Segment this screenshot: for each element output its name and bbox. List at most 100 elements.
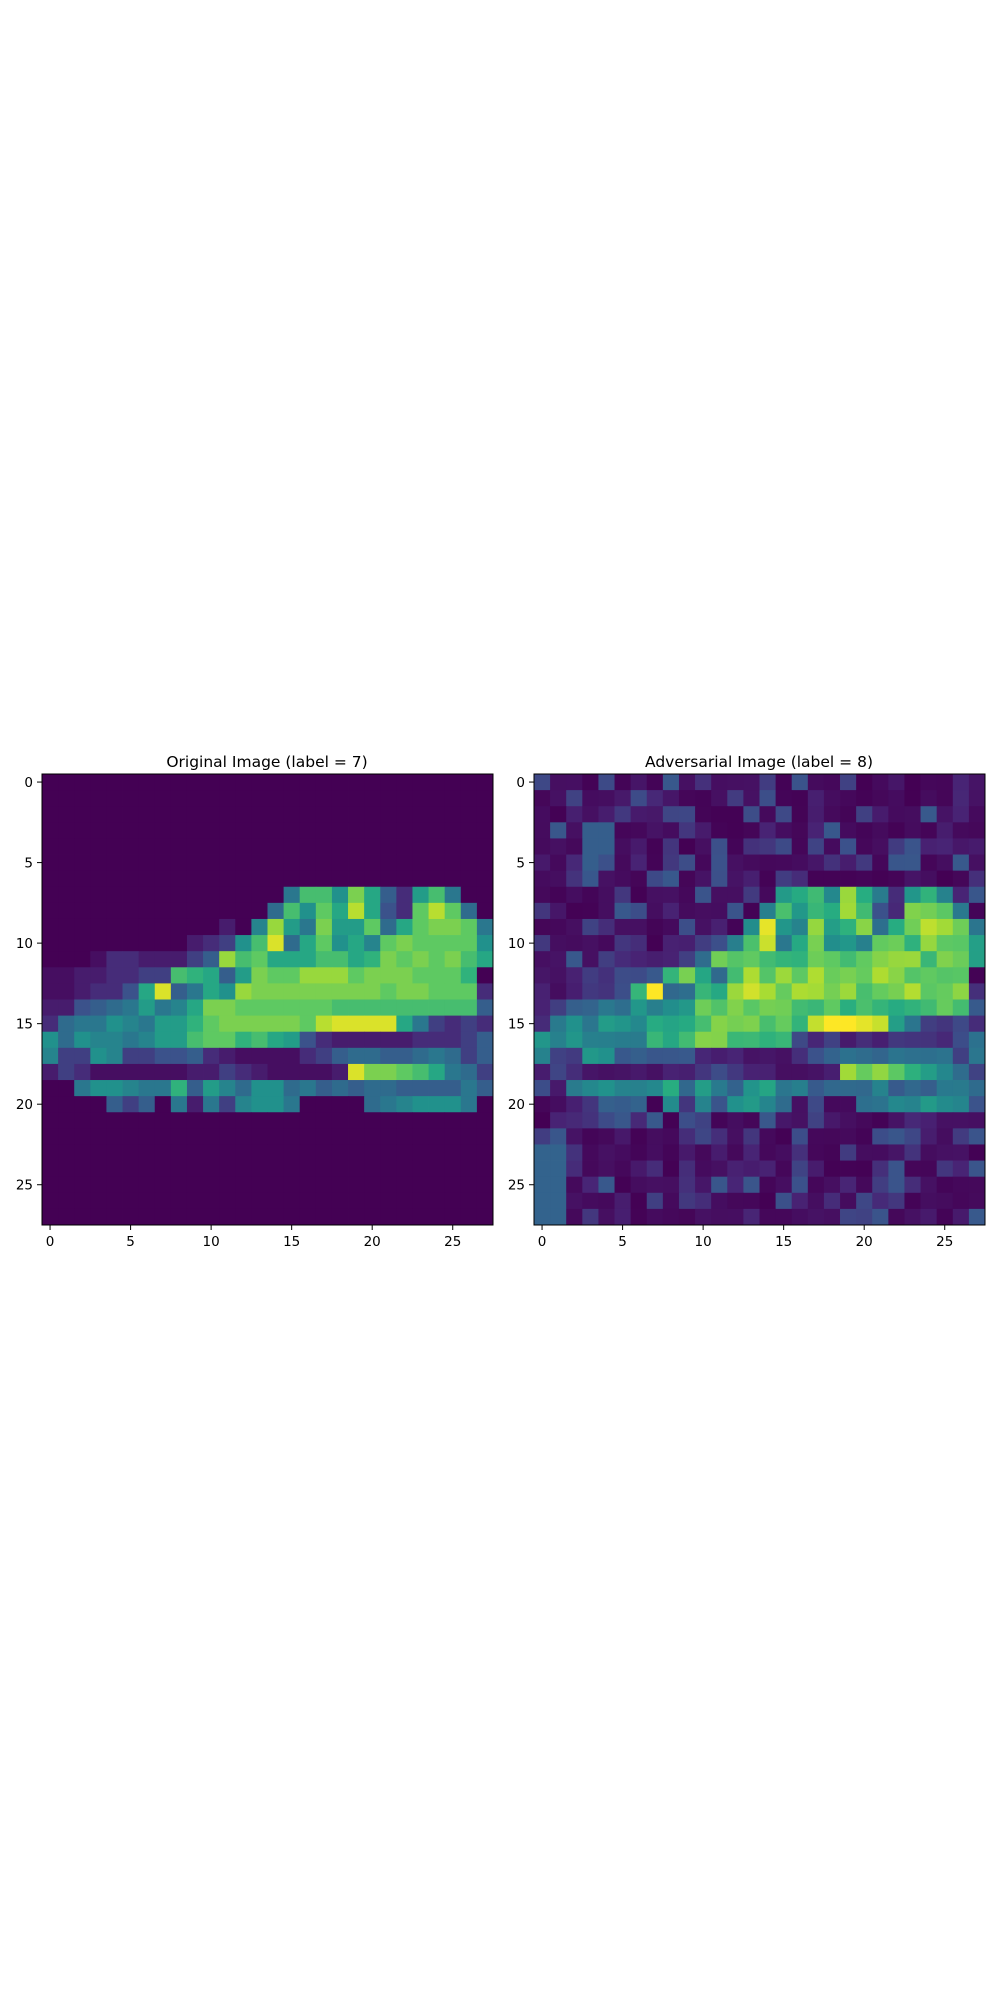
heatmap-cell-adversarial (614, 1144, 632, 1161)
heatmap-cell-original (396, 870, 413, 888)
heatmap-cell-adversarial (952, 1112, 970, 1129)
heatmap-cell-adversarial (598, 822, 615, 839)
heatmap-cell-original (203, 1128, 220, 1145)
heatmap-cell-adversarial (936, 854, 954, 872)
heatmap-cell-adversarial (743, 790, 760, 807)
heatmap-cell-original (58, 1112, 75, 1129)
heatmap-cell-original (138, 918, 156, 936)
heatmap-cell-original (203, 1047, 220, 1065)
heatmap-cell-adversarial (534, 951, 551, 968)
heatmap-cell-original (74, 1160, 91, 1178)
heatmap-cell-original (58, 774, 75, 791)
heatmap-cell-original (460, 1128, 478, 1145)
heatmap-cell-adversarial (936, 1112, 954, 1129)
heatmap-cell-original (203, 1031, 220, 1049)
heatmap-cell-original (348, 1160, 365, 1178)
heatmap-cell-adversarial (759, 854, 777, 872)
heatmap-cell-original (444, 1176, 462, 1194)
heatmap-cell-original (476, 1160, 494, 1178)
heatmap-cell-original (154, 935, 172, 952)
heatmap-cell-original (476, 1144, 494, 1161)
heatmap-cell-adversarial (823, 967, 841, 984)
heatmap-cell-adversarial (823, 983, 841, 1000)
heatmap-cell-original (219, 951, 236, 968)
heatmap-cell-adversarial (759, 838, 777, 855)
heatmap-cell-adversarial (695, 886, 712, 904)
heatmap-cell-adversarial (678, 790, 696, 807)
heatmap-cell-original (348, 886, 365, 904)
heatmap-cell-adversarial (614, 806, 632, 823)
heatmap-cell-original (412, 1096, 429, 1113)
heatmap-cell-original (235, 1176, 252, 1194)
heatmap-cell-original (106, 870, 123, 888)
heatmap-cell-adversarial (840, 1063, 857, 1081)
heatmap-cell-original (90, 1208, 107, 1226)
heatmap-cell-original (396, 1080, 413, 1097)
heatmap-cell-adversarial (888, 999, 905, 1017)
heatmap-cell-adversarial (598, 1192, 615, 1210)
heatmap-cell-adversarial (695, 838, 712, 855)
heatmap-cell-original (348, 902, 365, 920)
heatmap-cell-adversarial (807, 838, 825, 855)
heatmap-cell-original (364, 1112, 381, 1129)
heatmap-cell-original (186, 870, 204, 888)
heatmap-cell-original (42, 967, 59, 984)
heatmap-cell-adversarial (936, 774, 954, 791)
heatmap-cell-adversarial (904, 1047, 921, 1065)
heatmap-cell-original (428, 1176, 446, 1194)
heatmap-cell-original (203, 1063, 220, 1081)
heatmap-cell-adversarial (678, 1112, 696, 1129)
heatmap-cell-original (235, 951, 252, 968)
heatmap-cell-adversarial (952, 774, 970, 791)
heatmap-cell-original (315, 886, 333, 904)
heatmap-cell-adversarial (743, 806, 760, 823)
heatmap-cell-original (203, 967, 220, 984)
heatmap-cell-adversarial (920, 886, 938, 904)
heatmap-cell-adversarial (727, 902, 744, 920)
heatmap-cell-adversarial (823, 838, 841, 855)
heatmap-cell-adversarial (968, 1160, 986, 1178)
heatmap-cell-adversarial (823, 1112, 841, 1129)
heatmap-cell-original (58, 1063, 75, 1081)
heatmap-cell-original (299, 1128, 317, 1145)
heatmap-cell-original (476, 838, 494, 855)
heatmap-cell-adversarial (791, 951, 809, 968)
heatmap-cell-adversarial (968, 1128, 986, 1145)
x-tick-label-original: 0 (46, 1234, 55, 1250)
heatmap-cell-original (428, 1128, 446, 1145)
heatmap-cell-original (186, 1208, 204, 1226)
heatmap-cell-original (219, 1176, 236, 1194)
heatmap-cell-original (122, 1144, 140, 1161)
heatmap-cell-adversarial (598, 1063, 615, 1081)
heatmap-cell-adversarial (936, 1160, 954, 1178)
heatmap-cell-original (90, 1128, 107, 1145)
heatmap-cell-adversarial (856, 1063, 873, 1081)
heatmap-cell-original (106, 1144, 123, 1161)
heatmap-cell-adversarial (614, 886, 632, 904)
x-tick-label-adversarial: 0 (538, 1234, 547, 1250)
heatmap-cell-original (348, 774, 365, 791)
heatmap-cell-original (396, 1096, 413, 1113)
heatmap-cell-original (203, 935, 220, 952)
heatmap-cell-adversarial (775, 1063, 793, 1081)
heatmap-cell-adversarial (743, 1063, 760, 1081)
heatmap-cell-original (219, 935, 236, 952)
heatmap-cell-original (380, 1047, 397, 1065)
heatmap-cell-original (90, 1031, 107, 1049)
heatmap-cell-adversarial (711, 774, 728, 791)
heatmap-cell-original (74, 1208, 91, 1226)
heatmap-cell-original (235, 790, 252, 807)
heatmap-cell-original (74, 983, 91, 1000)
heatmap-cell-adversarial (630, 1208, 648, 1226)
heatmap-cell-adversarial (743, 1176, 760, 1194)
heatmap-cell-adversarial (534, 838, 551, 855)
heatmap-cell-adversarial (952, 1096, 970, 1113)
heatmap-cell-original (364, 1047, 381, 1065)
heatmap-cell-original (170, 870, 188, 888)
heatmap-cell-adversarial (952, 999, 970, 1017)
heatmap-cell-original (42, 790, 59, 807)
heatmap-cell-original (235, 1015, 252, 1033)
heatmap-cell-adversarial (904, 806, 921, 823)
heatmap-cell-adversarial (840, 886, 857, 904)
heatmap-cell-original (90, 1160, 107, 1178)
